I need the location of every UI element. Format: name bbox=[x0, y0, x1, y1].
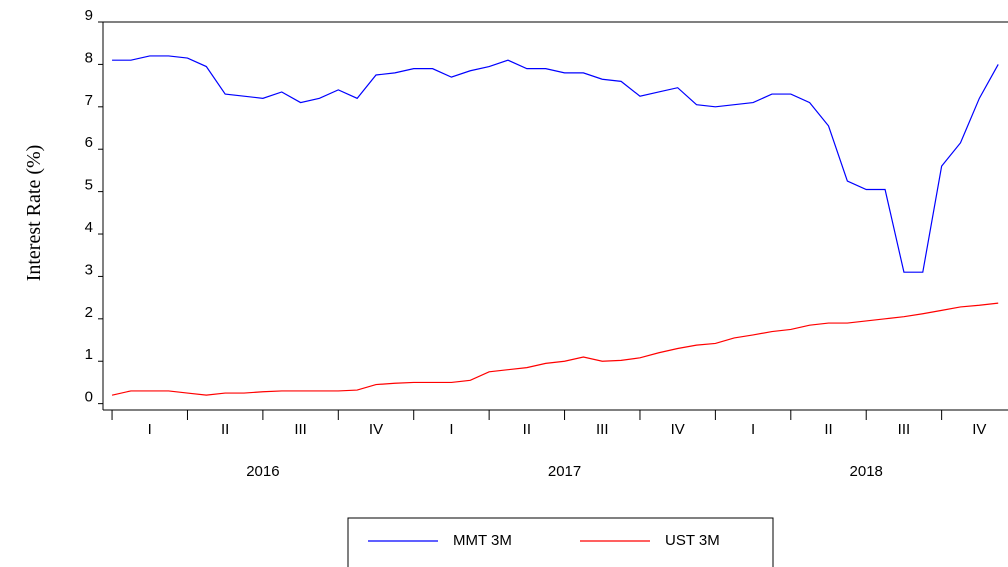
x-tick-label: IV bbox=[369, 421, 383, 438]
legend-label: MMT 3M bbox=[453, 532, 512, 549]
x-group-label: 2016 bbox=[246, 463, 279, 480]
series-line bbox=[112, 55, 999, 273]
y-tick-label: 8 bbox=[85, 49, 93, 66]
x-tick-label: III bbox=[596, 421, 609, 438]
legend-box bbox=[347, 517, 774, 567]
x-tick-label: III bbox=[898, 421, 911, 438]
x-tick-label: I bbox=[148, 421, 152, 438]
x-group-label: 2017 bbox=[548, 463, 581, 480]
y-tick-label: 6 bbox=[85, 134, 93, 151]
x-tick-label: I bbox=[751, 421, 755, 438]
y-tick-label: 2 bbox=[85, 304, 93, 321]
x-tick-label: I bbox=[449, 421, 453, 438]
y-axis-label: Interest Rate (%) bbox=[23, 145, 45, 282]
x-tick-label: II bbox=[221, 421, 229, 438]
y-tick-label: 4 bbox=[85, 219, 93, 236]
series-line bbox=[111, 302, 999, 396]
x-group-label: 2018 bbox=[850, 463, 883, 480]
y-tick-label: 9 bbox=[85, 7, 93, 24]
x-tick-label: II bbox=[824, 421, 832, 438]
x-tick-label: III bbox=[294, 421, 307, 438]
y-tick-label: 1 bbox=[85, 346, 93, 363]
y-tick-label: 3 bbox=[85, 261, 93, 278]
x-tick-label: IV bbox=[671, 421, 685, 438]
x-tick-label: IV bbox=[972, 421, 986, 438]
y-tick-label: 0 bbox=[85, 389, 93, 406]
x-tick-label: II bbox=[523, 421, 531, 438]
y-tick-label: 5 bbox=[85, 177, 93, 194]
y-tick-label: 7 bbox=[85, 92, 93, 109]
legend-label: UST 3M bbox=[665, 532, 720, 549]
